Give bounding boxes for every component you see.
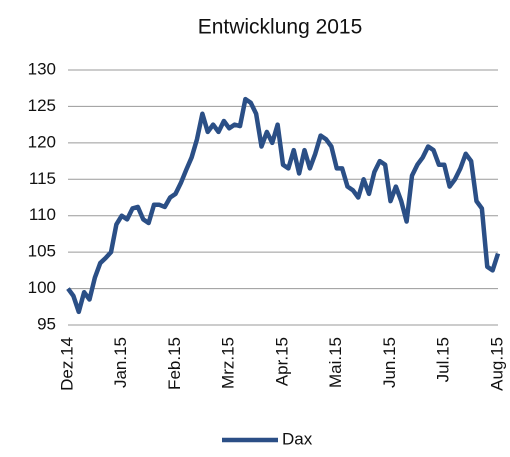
data-line — [66, 96, 501, 315]
x-tick-label: Jul.15 — [434, 337, 453, 382]
y-tick-label: 125 — [28, 96, 56, 115]
x-tick-label: Mai.15 — [326, 337, 345, 388]
x-tick-label: Apr.15 — [272, 337, 291, 386]
x-tick-label: Aug.15 — [487, 337, 506, 391]
x-tick-label: Jun.15 — [380, 337, 399, 388]
y-tick-label: 105 — [28, 242, 56, 261]
y-tick-label: 100 — [28, 278, 56, 297]
x-tick-label: Feb.15 — [165, 337, 184, 390]
x-tick-label: Mrz.15 — [219, 337, 238, 389]
chart-title: Entwicklung 2015 — [198, 16, 363, 39]
legend-label: Dax — [282, 429, 313, 448]
y-tick-label: 120 — [28, 132, 56, 151]
y-tick-label: 115 — [29, 169, 56, 188]
y-tick-label: 110 — [29, 205, 56, 224]
x-tick-label: Jan.15 — [111, 337, 130, 388]
y-tick-label: 130 — [28, 59, 56, 78]
y-tick-label: 95 — [37, 314, 56, 333]
x-tick-label: Dez.14 — [57, 337, 76, 391]
